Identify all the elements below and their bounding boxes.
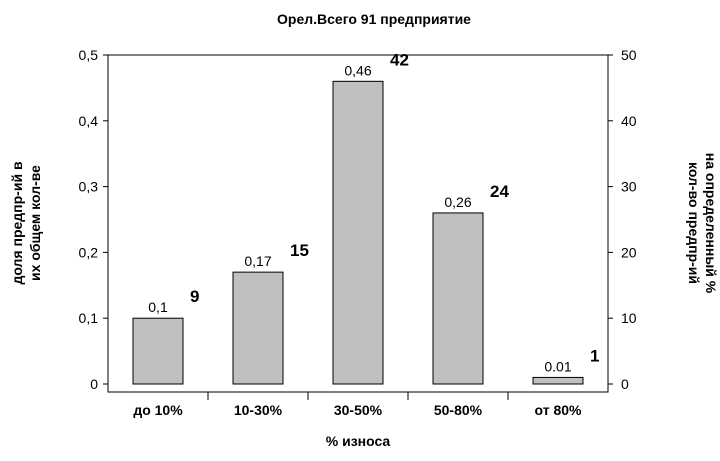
bar — [332, 80, 384, 385]
bars — [132, 80, 584, 385]
left-tick-label: 0,2 — [79, 244, 99, 260]
left-axis-label-line-2: их общем кол-ве — [27, 165, 43, 281]
right-axis-ticks: 0 10 20 30 40 50 — [608, 47, 637, 392]
count-label: 15 — [290, 241, 309, 260]
right-tick-label: 30 — [621, 179, 637, 195]
bar — [132, 317, 184, 385]
x-axis-label: % износа — [326, 433, 391, 449]
right-tick-label: 20 — [621, 244, 637, 260]
count-label: 24 — [490, 182, 509, 201]
category-labels: до 10% 10-30% 30-50% 50-80% от 80% — [133, 392, 582, 418]
value-label: 0,1 — [148, 299, 168, 315]
value-label: 0,46 — [344, 62, 371, 78]
count-label: 1 — [590, 346, 599, 365]
left-tick-label: 0,1 — [79, 310, 99, 326]
right-tick-label: 0 — [621, 376, 629, 392]
category-label: до 10% — [133, 402, 183, 418]
right-tick-label: 10 — [621, 310, 637, 326]
category-label: 30-50% — [334, 402, 383, 418]
category-label: 50-80% — [434, 402, 483, 418]
right-axis-label-line-1: кол-во предпр-ий — [686, 162, 702, 284]
count-labels: 9 15 42 24 1 — [190, 50, 599, 365]
bar — [532, 376, 584, 385]
left-tick-label: 0 — [90, 376, 98, 392]
count-label: 9 — [190, 287, 199, 306]
left-tick-label: 0,5 — [79, 47, 99, 63]
bar — [432, 212, 484, 385]
right-tick-label: 50 — [621, 47, 637, 63]
left-axis-label: доля предпр-ий в их общем кол-ве — [9, 161, 43, 284]
count-label: 42 — [390, 50, 409, 69]
value-labels: 0,1 0,17 0,46 0,26 0.01 — [148, 62, 572, 374]
category-label: 10-30% — [234, 402, 283, 418]
value-label: 0,17 — [244, 253, 271, 269]
plot-frame — [107, 54, 609, 393]
left-axis-ticks: 0 0,1 0,2 0,3 0,4 0,5 — [79, 47, 108, 392]
left-tick-label: 0,3 — [79, 179, 99, 195]
value-label: 0,26 — [444, 194, 471, 210]
right-axis-label-line-2: на определенный % — [703, 153, 719, 294]
right-tick-label: 40 — [621, 113, 637, 129]
value-label: 0.01 — [544, 358, 571, 374]
left-tick-label: 0,4 — [79, 113, 99, 129]
left-axis-label-line-1: доля предпр-ий в — [9, 161, 25, 284]
bar — [232, 271, 284, 385]
category-label: от 80% — [535, 402, 583, 418]
chart-title: Орел.Всего 91 предприятие — [277, 11, 471, 27]
right-axis-label: кол-во предпр-ий на определенный % — [686, 153, 719, 294]
